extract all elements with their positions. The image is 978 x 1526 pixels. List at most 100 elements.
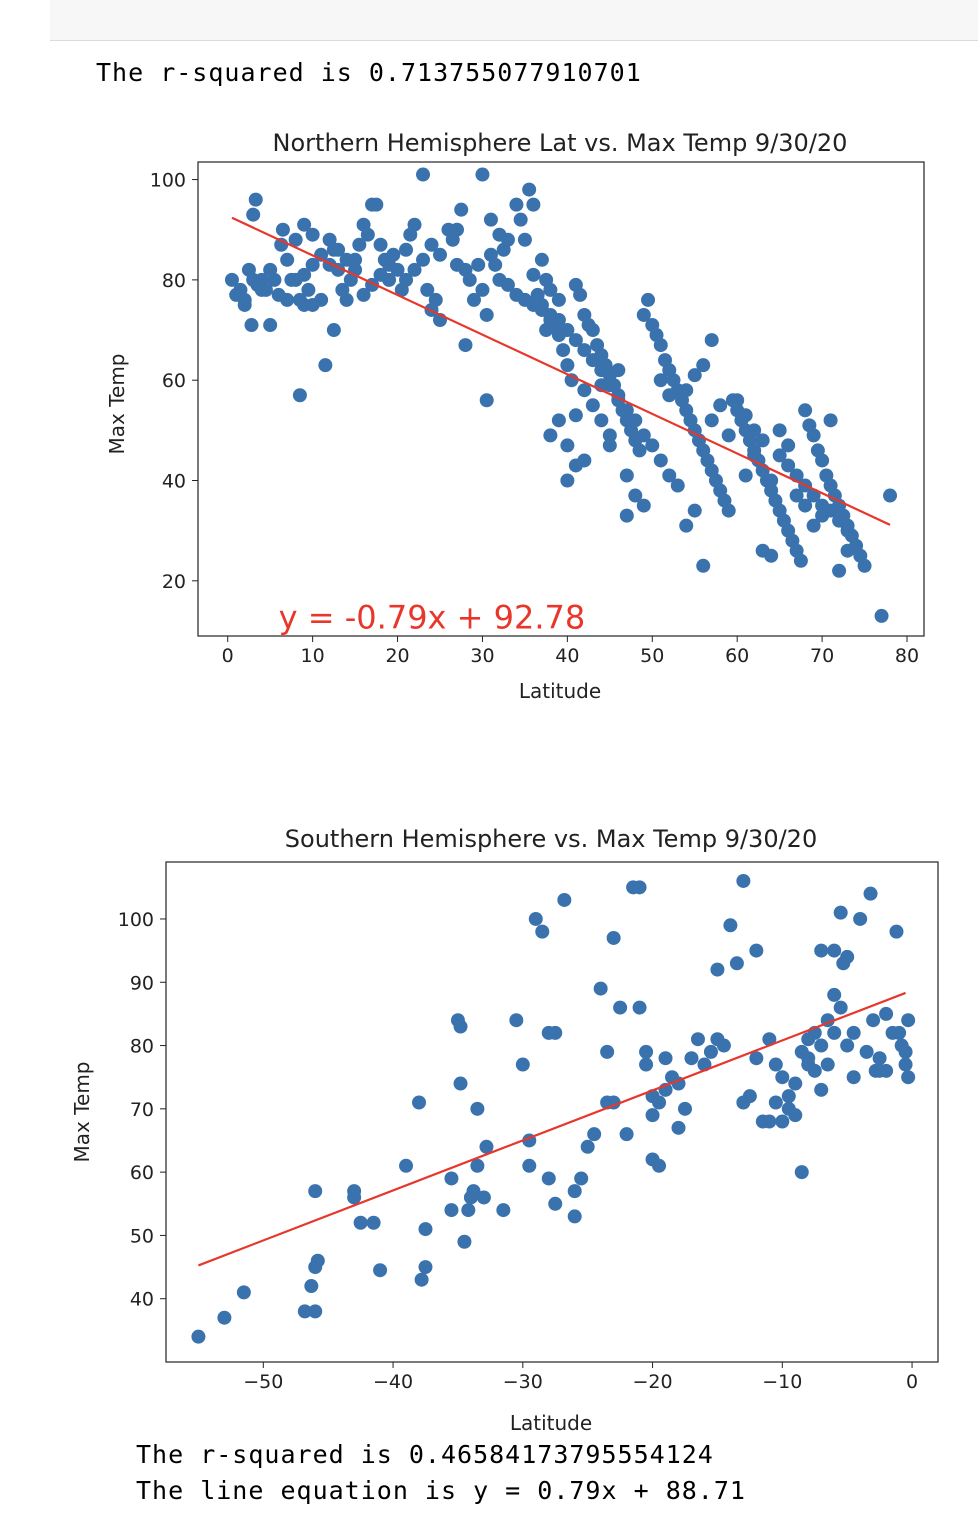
south-data-point bbox=[528, 911, 543, 926]
north-data-point bbox=[424, 237, 439, 252]
south-data-point bbox=[652, 1158, 667, 1173]
north-data-point bbox=[815, 453, 830, 468]
south-line-equation-output: The line equation is y = 0.79x + 88.71 bbox=[136, 1476, 746, 1505]
north-data-point bbox=[458, 338, 473, 353]
south-chart: Southern Hemisphere vs. Max Temp 9/30/20… bbox=[70, 825, 939, 1435]
north-data-point bbox=[619, 403, 634, 418]
north-data-point bbox=[653, 373, 668, 388]
north-data-point bbox=[509, 287, 524, 302]
north-data-point bbox=[832, 513, 847, 528]
north-data-point bbox=[356, 287, 371, 302]
north-x-tick-label: 70 bbox=[810, 645, 834, 667]
north-x-axis-label: Latitude bbox=[519, 679, 601, 703]
north-regression-line bbox=[231, 216, 891, 526]
north-data-point bbox=[237, 292, 252, 307]
north-data-point bbox=[641, 292, 656, 307]
south-data-point bbox=[879, 1063, 894, 1078]
south-data-point bbox=[723, 918, 738, 933]
north-data-point bbox=[526, 197, 541, 212]
south-data-point bbox=[729, 956, 744, 971]
south-data-point bbox=[827, 943, 842, 958]
south-data-point bbox=[580, 1139, 595, 1154]
north-data-point bbox=[416, 167, 431, 182]
north-data-point bbox=[466, 292, 481, 307]
south-data-point bbox=[710, 962, 725, 977]
north-data-point bbox=[806, 488, 821, 503]
south-data-point bbox=[496, 1203, 511, 1218]
north-data-point bbox=[840, 543, 855, 558]
north-data-point bbox=[602, 438, 617, 453]
north-data-point bbox=[560, 438, 575, 453]
south-data-point bbox=[820, 1057, 835, 1072]
north-data-point bbox=[594, 363, 609, 378]
south-data-point bbox=[794, 1044, 809, 1059]
south-data-point bbox=[444, 1171, 459, 1186]
north-regression-equation: y = -0.79x + 92.78 bbox=[279, 598, 586, 636]
north-data-point bbox=[772, 423, 787, 438]
north-data-point bbox=[747, 423, 762, 438]
south-data-point bbox=[308, 1184, 323, 1199]
south-data-point bbox=[509, 1013, 524, 1028]
south-data-point bbox=[892, 1025, 907, 1040]
south-plot-frame bbox=[165, 861, 939, 1363]
south-data-point bbox=[414, 1272, 429, 1287]
south-data-point bbox=[191, 1329, 206, 1344]
south-data-point bbox=[846, 1070, 861, 1085]
north-data-point bbox=[479, 307, 494, 322]
north-data-point bbox=[560, 358, 575, 373]
north-data-point bbox=[526, 267, 541, 282]
south-data-point bbox=[412, 1095, 427, 1110]
north-data-point bbox=[662, 388, 677, 403]
north-data-point bbox=[428, 292, 443, 307]
north-data-point bbox=[522, 182, 537, 197]
south-data-point bbox=[593, 981, 608, 996]
south-data-point bbox=[418, 1222, 433, 1237]
north-y-tick-label: 20 bbox=[162, 571, 186, 593]
north-data-point bbox=[288, 232, 303, 247]
south-data-point bbox=[833, 1000, 848, 1015]
south-y-tick-label: 40 bbox=[130, 1289, 154, 1311]
south-data-point bbox=[297, 1304, 312, 1319]
north-data-point bbox=[449, 222, 464, 237]
north-data-point bbox=[382, 257, 397, 272]
south-data-point bbox=[872, 1051, 887, 1066]
south-data-point bbox=[801, 1032, 816, 1047]
south-data-point bbox=[217, 1310, 232, 1325]
south-data-point bbox=[749, 943, 764, 958]
south-data-point bbox=[461, 1203, 476, 1218]
south-y-tick-label: 60 bbox=[130, 1162, 154, 1184]
south-y-tick-label: 70 bbox=[130, 1099, 154, 1121]
north-data-point bbox=[263, 318, 278, 333]
north-data-point bbox=[632, 443, 647, 458]
south-y-axis-label: Max Temp bbox=[70, 1061, 94, 1162]
north-data-point bbox=[433, 247, 447, 262]
north-data-point bbox=[611, 363, 626, 378]
north-y-tick-label: 100 bbox=[150, 170, 186, 192]
south-x-tick-label: −30 bbox=[503, 1371, 543, 1393]
south-data-point bbox=[587, 1127, 602, 1142]
north-data-point bbox=[755, 543, 770, 558]
south-data-point bbox=[353, 1215, 368, 1230]
south-data-point bbox=[347, 1190, 362, 1205]
north-data-point bbox=[704, 413, 719, 428]
south-data-point bbox=[632, 880, 647, 895]
south-data-point bbox=[639, 1044, 654, 1059]
north-plot-frame bbox=[197, 161, 925, 637]
south-data-point bbox=[833, 905, 848, 920]
north-data-point bbox=[399, 272, 414, 287]
north-data-point bbox=[420, 282, 435, 297]
south-data-point bbox=[788, 1108, 803, 1123]
north-data-point bbox=[568, 408, 583, 423]
north-data-point bbox=[789, 488, 804, 503]
south-data-point bbox=[768, 1095, 783, 1110]
north-data-point bbox=[248, 192, 263, 207]
north-data-point bbox=[488, 257, 503, 272]
north-data-point bbox=[254, 272, 269, 287]
north-x-tick-label: 80 bbox=[895, 645, 919, 667]
south-data-point bbox=[652, 1095, 667, 1110]
north-y-tick-label: 60 bbox=[162, 370, 186, 392]
north-data-point bbox=[806, 428, 821, 443]
south-data-point bbox=[522, 1158, 537, 1173]
north-data-point bbox=[619, 468, 634, 483]
south-y-tick-label: 100 bbox=[118, 909, 154, 931]
